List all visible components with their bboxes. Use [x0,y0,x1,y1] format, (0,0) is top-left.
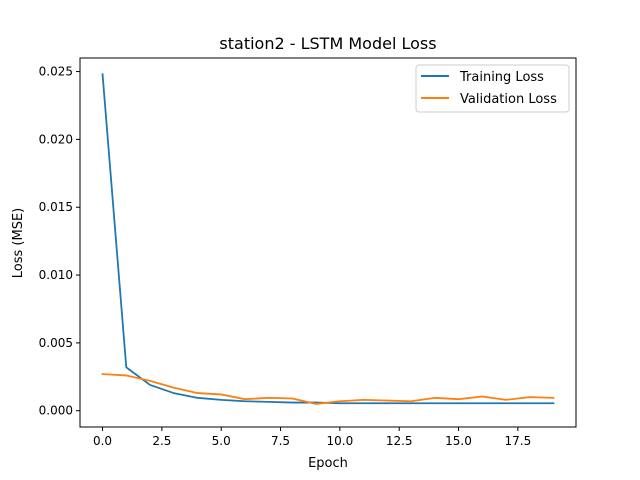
plot-frame [79,57,577,428]
y-axis-ticks: 0.000 0.005 0.010 0.015 0.020 0.025 [39,65,80,418]
x-tick-label: 2.5 [152,434,171,448]
x-axis-ticks: 0.0 2.5 5.0 7.5 10.0 12.5 15.0 17.5 [93,427,531,448]
y-tick-label: 0.000 [39,404,73,418]
series-line-validation-loss [101,373,555,405]
x-tick-label: 0.0 [93,434,112,448]
legend-label-validation-loss: Validation Loss [460,92,557,107]
legend-box [415,64,570,113]
series-lines [101,73,555,405]
x-tick-label: 12.5 [386,434,413,448]
y-axis-label: Loss (MSE) [11,208,26,278]
plot-background [80,58,576,427]
y-tick-label: 0.015 [39,200,73,214]
x-tick-label: 17.5 [504,434,531,448]
x-tick-label: 7.5 [271,434,290,448]
plot-area [80,58,576,427]
y-tick-label: 0.020 [39,132,73,146]
y-tick-label: 0.025 [39,65,73,79]
chart-title: station2 - LSTM Model Loss [219,34,436,53]
legend-label-training-loss: Training Loss [459,70,544,85]
x-tick-label: 15.0 [445,434,472,448]
x-tick-label: 10.0 [327,434,354,448]
legend: Training Loss Validation Loss [415,64,570,113]
y-tick-label: 0.005 [39,336,73,350]
y-tick-label: 0.010 [39,268,73,282]
x-axis-label: Epoch [308,456,348,471]
x-tick-label: 5.0 [212,434,231,448]
